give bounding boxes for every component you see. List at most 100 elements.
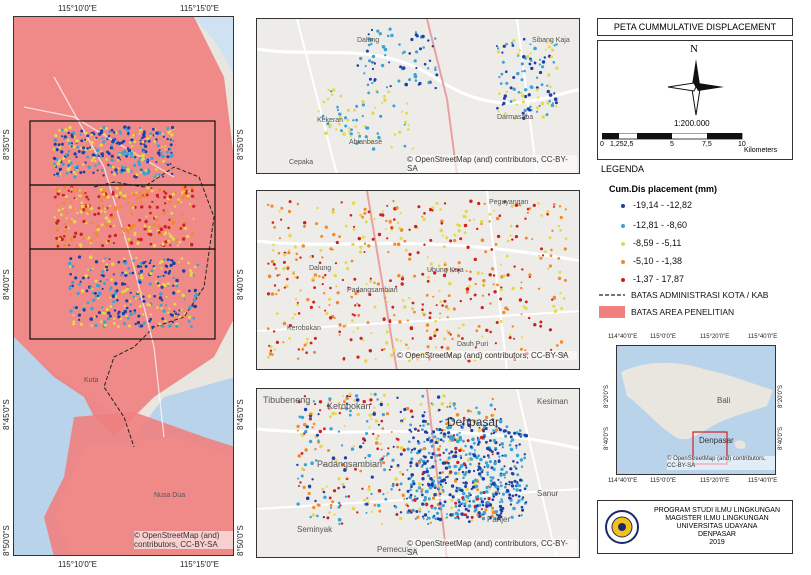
displacement-point	[341, 482, 345, 486]
locator-map[interactable]: Bali Denpasar © OpenStreetMap (and) cont…	[616, 345, 776, 475]
displacement-point	[489, 479, 493, 483]
displacement-point	[409, 465, 412, 468]
displacement-point	[142, 150, 145, 153]
displacement-point	[519, 347, 523, 351]
displacement-point	[363, 242, 367, 245]
displacement-point	[459, 464, 464, 468]
displacement-point	[167, 311, 170, 314]
displacement-point	[469, 445, 473, 448]
displacement-point	[160, 259, 164, 264]
displacement-point	[459, 299, 462, 303]
displacement-point	[172, 276, 175, 280]
displacement-point	[404, 82, 408, 87]
displacement-point	[126, 201, 130, 205]
inset-map-3[interactable]: Tibubeneng Kerobokan Denpasar Kesiman Pa…	[256, 388, 580, 558]
displacement-point	[349, 464, 352, 467]
displacement-point	[179, 201, 183, 204]
displacement-point	[428, 316, 432, 320]
displacement-point	[328, 415, 332, 419]
displacement-point	[468, 471, 471, 474]
displacement-point	[546, 210, 550, 214]
displacement-point	[517, 499, 521, 503]
displacement-point	[477, 324, 481, 328]
displacement-point	[539, 256, 543, 260]
displacement-point	[429, 262, 433, 266]
displacement-point	[511, 286, 515, 291]
displacement-point	[358, 445, 363, 449]
displacement-point	[430, 439, 434, 443]
displacement-point	[71, 284, 74, 288]
displacement-point	[411, 301, 415, 305]
displacement-point	[74, 231, 78, 235]
displacement-point	[303, 395, 307, 398]
displacement-point	[490, 432, 493, 435]
displacement-point	[434, 346, 438, 349]
displacement-point	[411, 147, 414, 150]
displacement-point	[524, 306, 528, 310]
displacement-point	[538, 104, 541, 107]
displacement-point	[396, 221, 400, 224]
displacement-point	[384, 54, 387, 57]
displacement-point	[442, 245, 446, 249]
legend-item-1: -19,14 - -12,82	[621, 200, 692, 210]
displacement-point	[396, 242, 401, 247]
displacement-point	[517, 432, 521, 436]
displacement-point	[192, 316, 196, 320]
displacement-point	[476, 227, 479, 231]
displacement-point	[423, 243, 426, 246]
displacement-point	[501, 454, 504, 457]
displacement-point	[403, 120, 408, 125]
displacement-point	[189, 269, 192, 272]
displacement-point	[332, 232, 336, 237]
displacement-point	[116, 325, 120, 328]
displacement-point	[155, 205, 159, 209]
displacement-point	[419, 402, 423, 406]
displacement-point	[371, 111, 375, 115]
main-map[interactable]: Kuta Nusa Dua © OpenStreetMap (and) cont…	[13, 16, 234, 556]
displacement-point	[183, 312, 186, 315]
displacement-point	[550, 248, 553, 252]
displacement-point	[447, 307, 450, 311]
displacement-point	[115, 140, 118, 143]
displacement-point	[167, 130, 171, 135]
displacement-point	[509, 435, 513, 439]
displacement-point	[467, 418, 471, 422]
inset-map-1[interactable]: Kekeran Abianbase Cepaka Dalung Sibang K…	[256, 18, 580, 174]
displacement-point	[545, 41, 548, 44]
displacement-point	[482, 510, 487, 515]
displacement-point	[69, 201, 72, 204]
displacement-point	[476, 271, 481, 275]
displacement-point	[94, 323, 98, 328]
displacement-point	[272, 243, 275, 247]
displacement-point	[549, 254, 553, 257]
displacement-point	[546, 101, 550, 105]
displacement-point	[271, 221, 275, 224]
displacement-point	[515, 447, 518, 449]
displacement-point	[66, 212, 69, 215]
displacement-point	[512, 87, 516, 91]
displacement-point	[338, 112, 342, 116]
displacement-point	[372, 432, 375, 436]
displacement-point	[452, 434, 456, 437]
displacement-point	[79, 280, 82, 283]
displacement-point	[149, 272, 153, 276]
displacement-point	[291, 317, 294, 320]
displacement-point	[497, 514, 501, 518]
displacement-point	[438, 445, 442, 448]
displacement-point	[418, 507, 422, 511]
displacement-point	[336, 108, 340, 112]
displacement-point	[82, 170, 86, 174]
displacement-point	[557, 257, 561, 260]
displacement-point	[329, 503, 333, 507]
displacement-point	[191, 194, 195, 198]
main-coord-left-2: 8°40'0"S	[2, 269, 11, 300]
displacement-point	[124, 271, 128, 275]
displacement-point	[496, 50, 501, 54]
displacement-point	[61, 162, 65, 166]
displacement-point	[69, 237, 74, 242]
inset-map-2[interactable]: Peguyangan Dalung Ubung Kaja Padangsambi…	[256, 190, 580, 370]
displacement-point	[189, 203, 192, 206]
displacement-point	[161, 145, 164, 148]
displacement-point	[155, 168, 158, 171]
displacement-point	[58, 167, 63, 171]
